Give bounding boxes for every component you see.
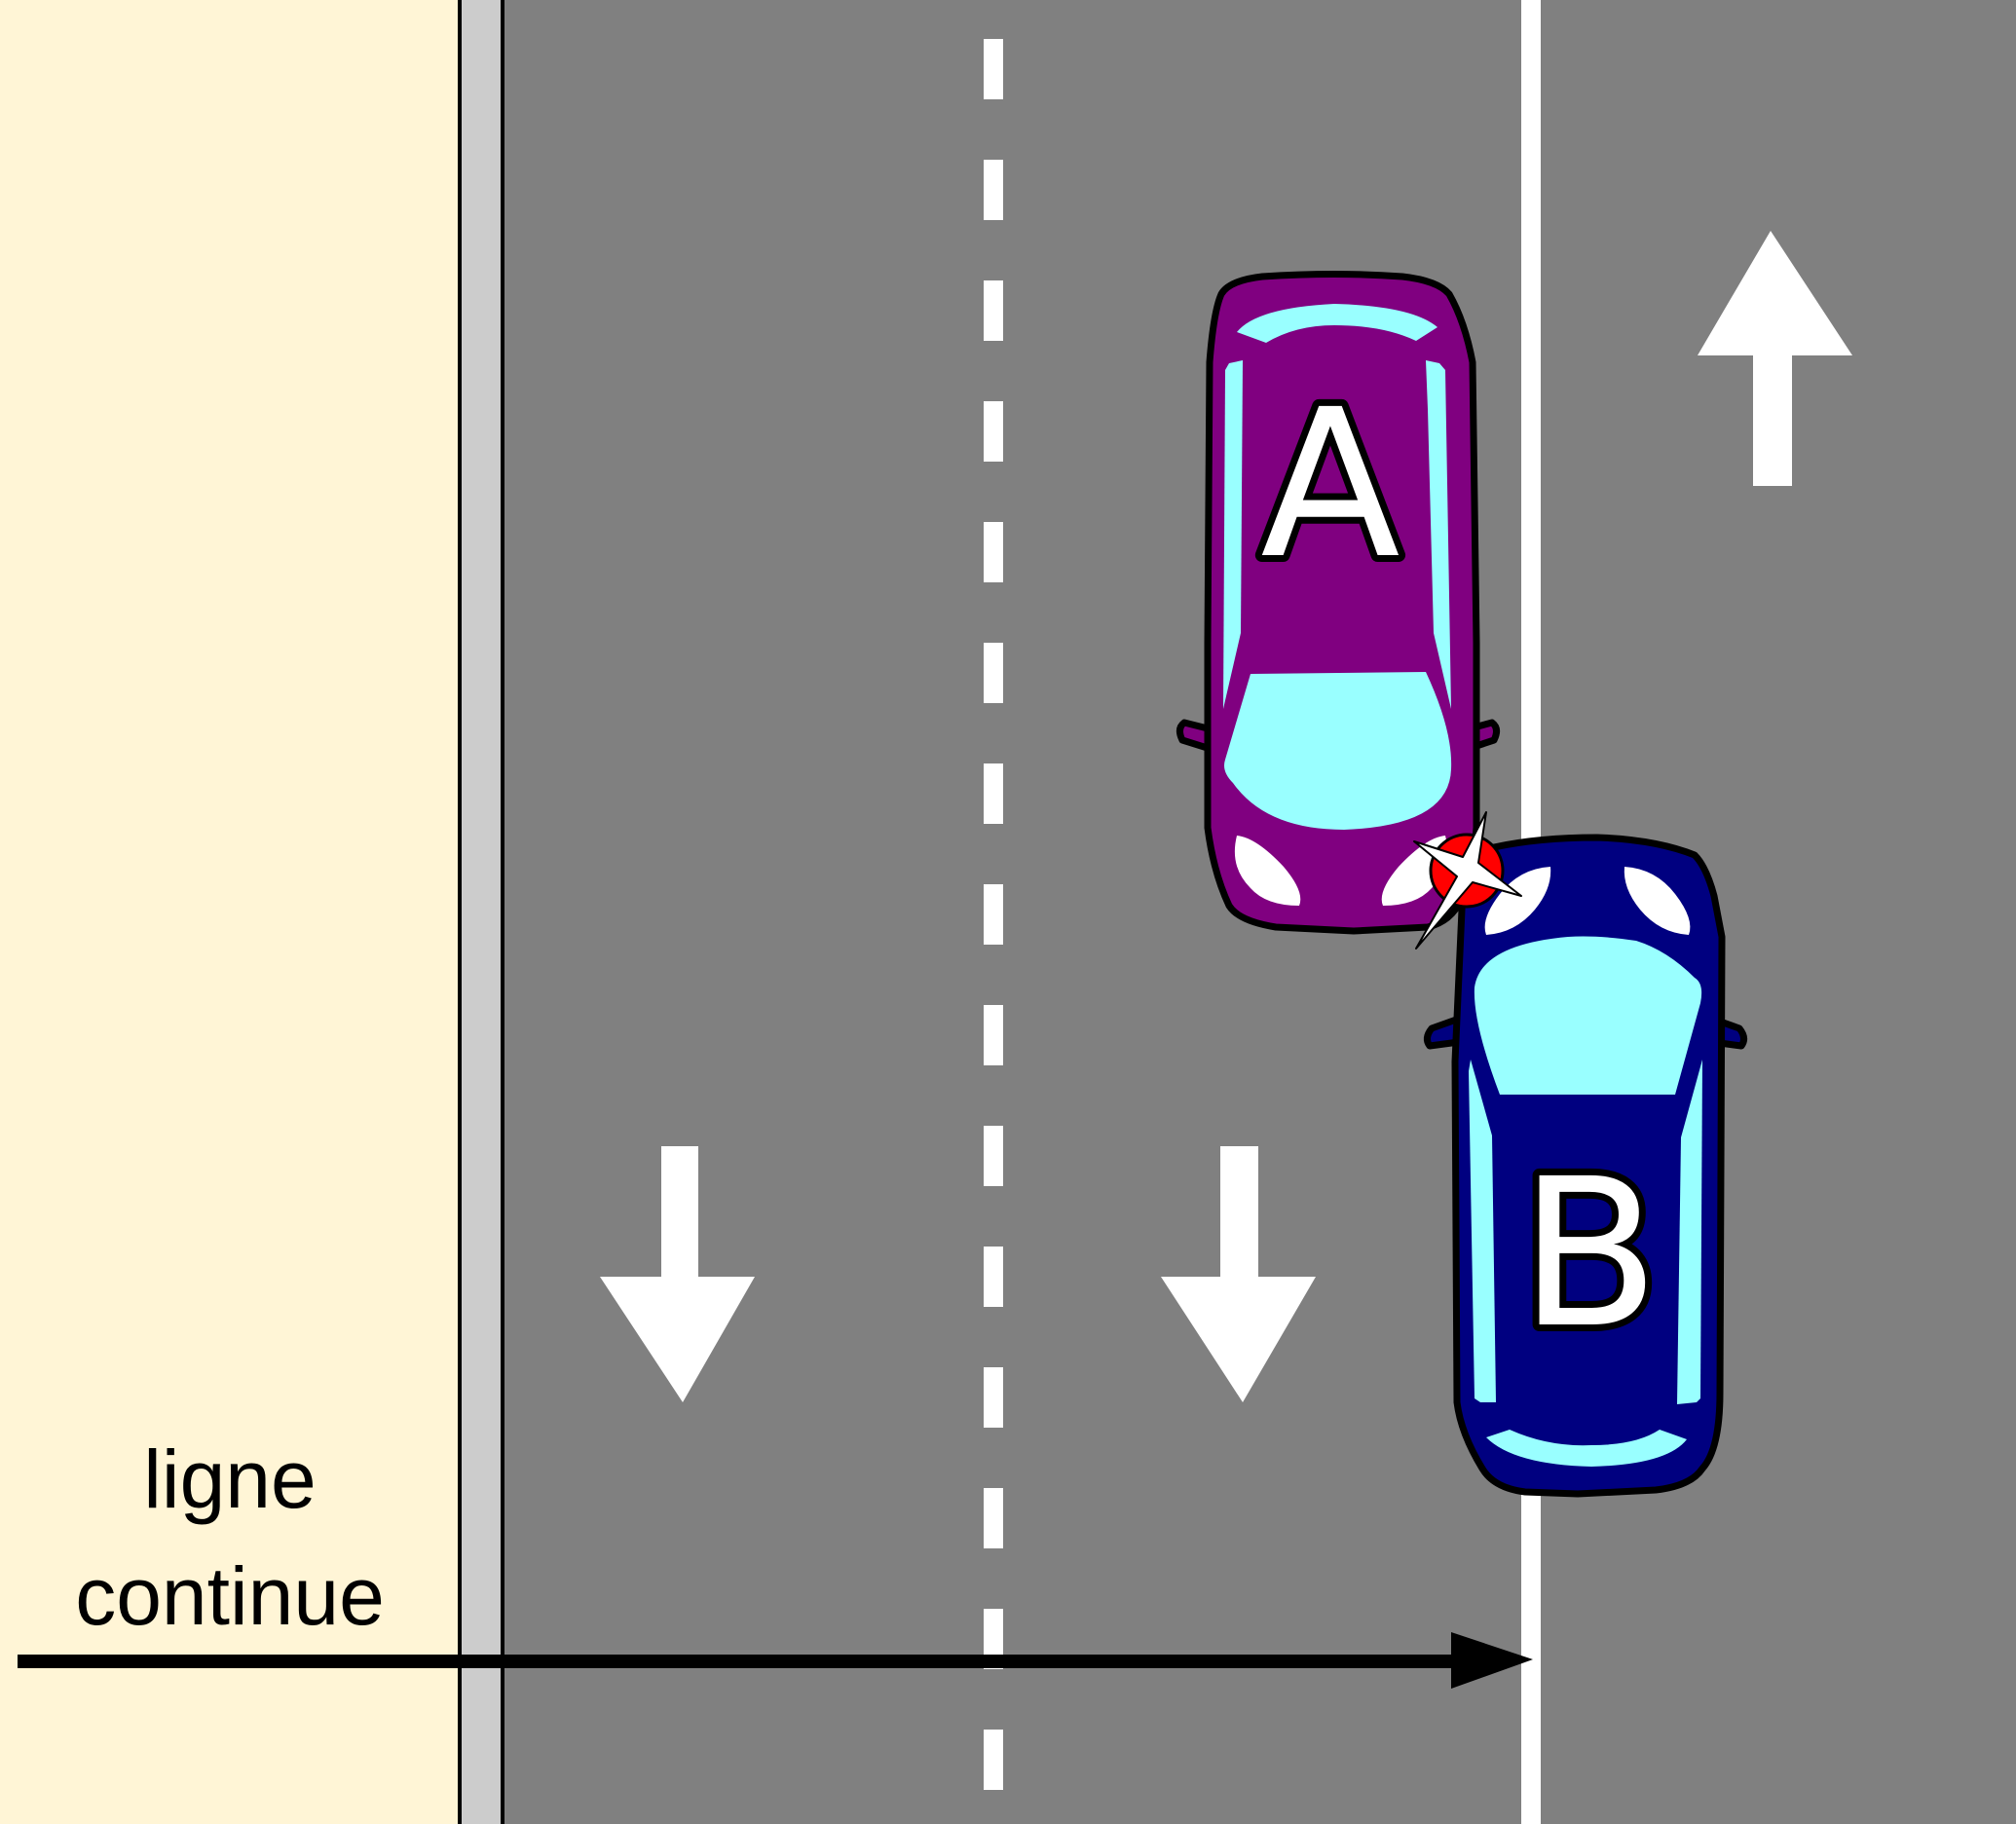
- car-b-left-mirror: [1423, 1015, 1463, 1050]
- impact-point-icon: [1413, 811, 1522, 949]
- car-b-headlight-left: [1484, 867, 1551, 935]
- car-b: [1423, 834, 1748, 1498]
- annotation-caption-line1: ligne: [143, 1433, 316, 1525]
- car-b-side-window-right: [1677, 1060, 1702, 1404]
- car-b-headlight-right: [1624, 867, 1691, 935]
- car-b-side-window-left: [1469, 1060, 1496, 1402]
- car-a-side-window-left: [1223, 360, 1243, 709]
- sidewalk: [0, 0, 460, 1824]
- car-a-windshield: [1224, 672, 1452, 830]
- car-b-rear-window: [1486, 1430, 1687, 1467]
- car-a-headlight-left: [1234, 836, 1301, 906]
- car-b-windshield: [1474, 936, 1702, 1095]
- car-b-label: B: [1519, 1135, 1660, 1373]
- annotation-arrow-head-icon: [1451, 1632, 1533, 1689]
- lane-arrow-down-icon: [600, 1146, 755, 1402]
- car-a-label: A: [1260, 365, 1400, 604]
- curb: [460, 0, 503, 1824]
- car-a-rear-window: [1237, 304, 1437, 343]
- annotation-caption-line2: continue: [75, 1550, 385, 1642]
- car-a: [1176, 271, 1501, 935]
- car-a-side-window-right: [1426, 360, 1451, 709]
- lane-arrow-down-icon: [1161, 1146, 1316, 1402]
- lane-arrow-up-icon: [1698, 231, 1852, 486]
